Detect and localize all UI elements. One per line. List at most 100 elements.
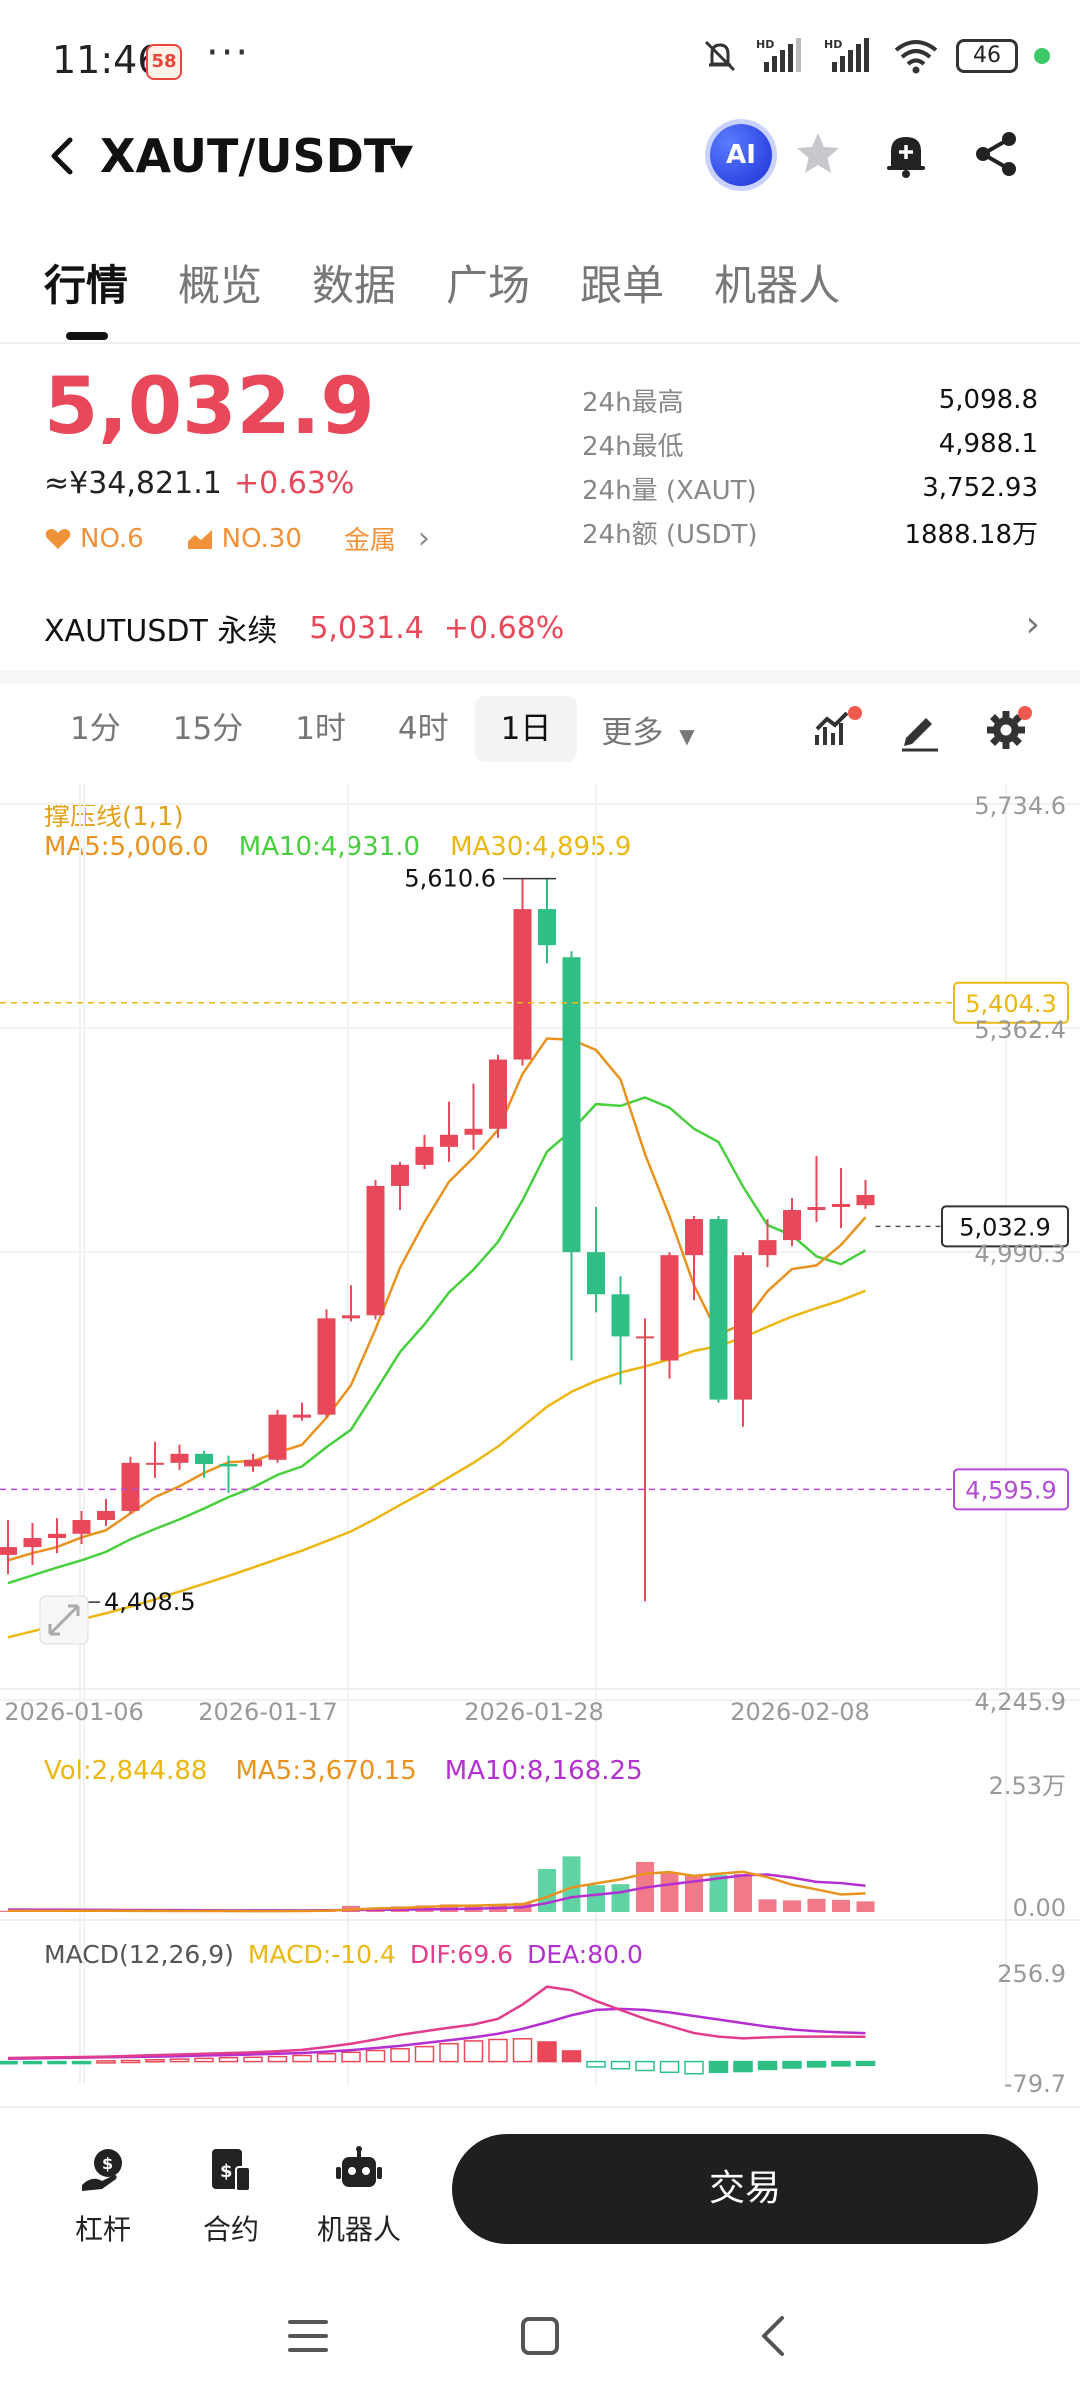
price-change-percent: +0.63% [234, 466, 355, 501]
candle-body [611, 1294, 630, 1337]
kline-chart[interactable]: 5,404.3 4,595.9 5,032.9 5,610.6 4,408.5 5,73… [0, 784, 1080, 2104]
interval-4h[interactable]: 4时 [397, 711, 449, 747]
tab-square[interactable]: 广场 [446, 261, 531, 310]
volume-bar [587, 1885, 605, 1912]
pair-dropdown-caret-icon[interactable]: ▼ [390, 138, 414, 173]
hot-heart-icon [45, 528, 71, 549]
candles [0, 878, 875, 1602]
macd-hist-bar [561, 2050, 582, 2063]
ticker-stats: 24h最高 5,098.8 24h最低 4,988.1 24h量 (XAUT) … [582, 378, 1038, 554]
last-price-label-box [941, 1205, 1069, 1248]
tab-market[interactable]: 行情 [44, 261, 129, 310]
recent-apps-menu-icon[interactable] [278, 2306, 338, 2366]
macd-hist-bar [218, 2056, 239, 2063]
interval-1d[interactable]: 1日 [474, 696, 578, 762]
volume-bar [734, 1874, 752, 1912]
battery-icon: 46 [956, 39, 1018, 73]
macd-hist-bar [855, 2060, 876, 2067]
interval-more[interactable]: 更多 ▼ [577, 707, 694, 752]
candle-body [856, 1194, 875, 1206]
candle-body [685, 1219, 703, 1256]
macd-hist-bar [365, 2049, 386, 2063]
futures-button[interactable]: $ 合约 [176, 2142, 286, 2248]
price-alert-bell-icon[interactable] [876, 124, 936, 184]
macd-hist-bar [341, 2051, 361, 2063]
interval-more-label: 更多 [601, 714, 664, 751]
macd-tick-label: -79.7 [1004, 2070, 1066, 2098]
ai-assistant-button[interactable]: AI [710, 124, 772, 186]
bot-label: 机器人 [316, 2213, 401, 2246]
page-tabs: 行情 概览 数据 广场 跟单 机器人 [44, 252, 840, 313]
volume-bar [758, 1899, 777, 1912]
chart-grid [0, 784, 1080, 2084]
tab-overview[interactable]: 概览 [178, 261, 263, 310]
volume-bar [856, 1901, 875, 1912]
svg-text:HD: HD [756, 38, 774, 51]
interval-15m[interactable]: 15分 [172, 711, 244, 747]
category-chevron-icon[interactable]: › [417, 521, 430, 556]
back-icon[interactable] [42, 128, 82, 194]
share-icon[interactable] [966, 124, 1026, 184]
stat-value: 1888.18万 [904, 519, 1038, 550]
candle-body [342, 1315, 360, 1319]
chart-settings-gear-icon[interactable] [976, 700, 1036, 760]
volume-legend: Vol:2,844.88 MA5:3,670.15 MA10:8,168.25 [44, 1756, 643, 1786]
macd-hist-bar [390, 2048, 410, 2063]
volume-tick-label: 2.53万 [989, 1772, 1066, 1800]
app-notification-badge: 58 [146, 44, 182, 80]
perp-chevron-icon[interactable]: › [1025, 604, 1040, 645]
perpetual-row[interactable]: XAUTUSDT 永续 5,031.4 +0.68% [44, 606, 564, 650]
macd-hist-bar [47, 2060, 67, 2065]
bot-button[interactable]: 机器人 [304, 2142, 414, 2248]
support-resistance-indicator-label[interactable]: 撑压线(1,1) [44, 802, 184, 832]
home-square-icon[interactable] [510, 2306, 570, 2366]
candle-body [293, 1414, 311, 1418]
leverage-button[interactable]: $ 杠杆 [48, 2142, 158, 2248]
high-marker-label: 5,610.6 [404, 865, 496, 893]
status-time: 11:46 [52, 38, 162, 82]
macd-legend: MACD(12,26,9) MACD:-10.4 DIF:69.6 DEA:80… [44, 1940, 643, 1969]
bottom-divider [0, 2106, 1080, 2108]
volume-ma5-value: MA5:3,670.15 [235, 1756, 417, 1786]
status-more-dots: ··· [206, 30, 251, 76]
macd-panel: 256.9 -79.7 [0, 1960, 1066, 2098]
rank-hot-badge[interactable]: NO.6 [44, 524, 144, 554]
stat-label: 24h额 (USDT) [582, 519, 758, 550]
stat-label: 24h最低 [582, 431, 684, 462]
x-tick-label: 2026-02-08 [730, 1698, 869, 1726]
stat-label: 24h量 (XAUT) [582, 475, 757, 506]
candle-body [244, 1459, 262, 1467]
candle-body [121, 1462, 140, 1511]
interval-1h[interactable]: 1时 [295, 711, 346, 747]
svg-text:HD: HD [824, 38, 842, 51]
wifi-icon [894, 40, 938, 74]
futures-contract-icon: $ [176, 2142, 286, 2198]
indicator-icon[interactable] [806, 700, 866, 760]
favorite-star-icon[interactable] [788, 124, 848, 184]
stat-value: 4,988.1 [938, 429, 1038, 459]
stat-label: 24h最高 [582, 387, 684, 418]
system-back-icon[interactable] [744, 2306, 804, 2366]
fullscreen-toggle-icon[interactable] [39, 1595, 89, 1645]
volume-ma10-value: MA10:8,168.25 [444, 1756, 643, 1786]
category-tag[interactable]: 金属 [343, 526, 396, 556]
price-cny: ≈¥34,821.1 [44, 466, 222, 501]
rank-trend-badge[interactable]: NO.30 [186, 524, 302, 554]
tab-data[interactable]: 数据 [312, 261, 397, 310]
candle-body [317, 1318, 336, 1415]
tab-copy-trading[interactable]: 跟单 [580, 261, 665, 310]
pair-title[interactable]: XAUT/USDT [100, 129, 396, 183]
tabs-divider [0, 342, 1080, 344]
signal-hd-icon-2: HD [824, 38, 869, 72]
interval-1m[interactable]: 1分 [70, 711, 121, 747]
macd-hist-bar [610, 2060, 631, 2070]
macd-hist-bar [708, 2060, 729, 2074]
leverage-icon: $ [48, 2142, 158, 2198]
drawing-tool-icon[interactable] [890, 700, 950, 760]
candle-body [440, 1134, 458, 1147]
ma5-value: MA5:5,006.0 [44, 832, 209, 862]
trade-button[interactable]: 交易 [452, 2134, 1038, 2244]
last-price-label: 5,032.9 [959, 1213, 1051, 1241]
candle-body [660, 1255, 679, 1361]
tab-bots[interactable]: 机器人 [714, 261, 841, 310]
